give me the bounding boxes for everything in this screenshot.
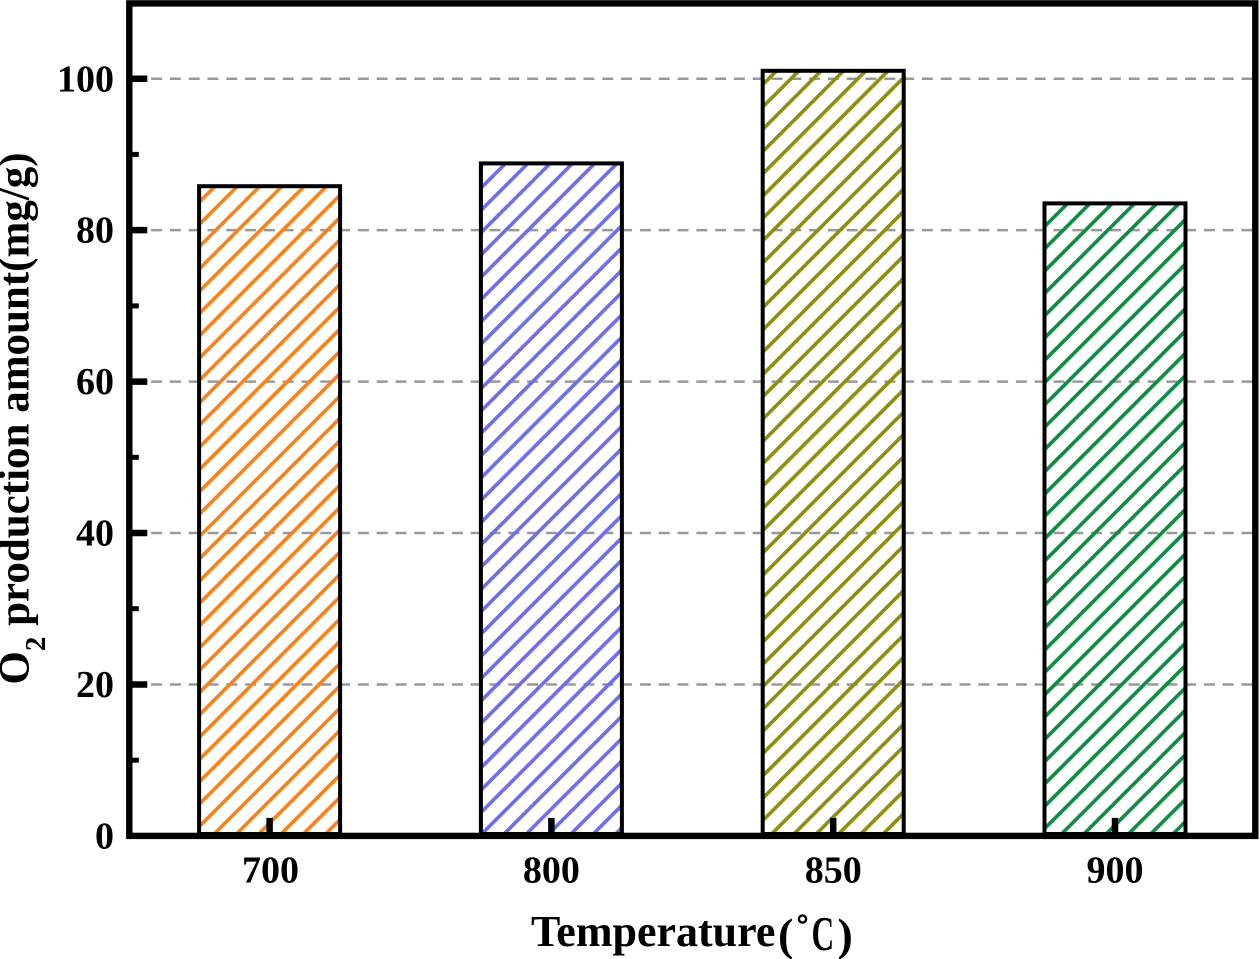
svg-text:Temperature: Temperature bbox=[531, 907, 775, 956]
svg-text:800: 800 bbox=[523, 850, 580, 892]
svg-text:900: 900 bbox=[1087, 850, 1144, 892]
svg-text:O2 production amount(mg/g): O2 production amount(mg/g) bbox=[0, 152, 52, 684]
svg-text:C: C bbox=[812, 906, 835, 959]
svg-text:(: ( bbox=[778, 909, 793, 959]
svg-text:0: 0 bbox=[95, 816, 114, 858]
svg-text:): ) bbox=[838, 909, 853, 959]
svg-text:20: 20 bbox=[76, 664, 114, 706]
svg-text:40: 40 bbox=[76, 513, 114, 555]
svg-text:100: 100 bbox=[57, 58, 114, 100]
svg-text:80: 80 bbox=[76, 210, 114, 252]
svg-text:60: 60 bbox=[76, 361, 114, 403]
svg-text:700: 700 bbox=[242, 850, 299, 892]
svg-text:850: 850 bbox=[805, 850, 862, 892]
